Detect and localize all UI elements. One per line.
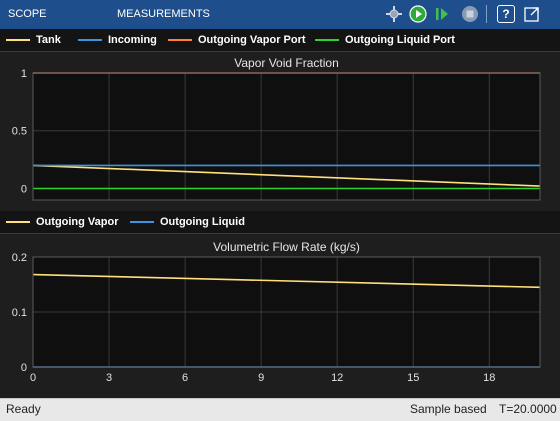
- plot-title-volumetric-flow-rate: Volumetric Flow Rate (kg/s): [213, 240, 360, 254]
- help-icon: ?: [497, 5, 515, 23]
- tab-scope[interactable]: SCOPE: [8, 8, 47, 20]
- x-tick-label: 6: [182, 372, 188, 384]
- x-tick-label: 12: [331, 372, 343, 384]
- toolbar-separator: [486, 5, 487, 23]
- toolstrip: SCOPE MEASUREMENTS ?: [0, 0, 560, 29]
- series-line-outgoing-vapor: [32, 273, 541, 289]
- legend-item-outgoing-liquid-port[interactable]: Outgoing Liquid Port: [315, 29, 455, 51]
- y-tick-label: 0.1: [12, 307, 27, 319]
- plot-border: [32, 72, 541, 201]
- legend-label: Outgoing Liquid: [160, 216, 245, 228]
- legend-label: Outgoing Vapor: [36, 216, 119, 228]
- legend-line: [130, 221, 154, 223]
- legend-label: Incoming: [108, 34, 157, 46]
- legend-label: Tank: [36, 34, 61, 46]
- status-time: T=20.0000: [499, 402, 557, 416]
- legend-item-outgoing-vapor-port[interactable]: Outgoing Vapor Port: [168, 29, 306, 51]
- x-tick-label: 3: [106, 372, 112, 384]
- undock-icon[interactable]: [522, 4, 542, 24]
- y-tick-label: 0: [21, 183, 27, 195]
- run-icon[interactable]: [408, 4, 428, 24]
- x-tick-label: 18: [483, 372, 495, 384]
- legend-line: [78, 39, 102, 41]
- y-tick-label: 1: [21, 68, 27, 80]
- legend-item-outgoing-liquid[interactable]: Outgoing Liquid: [130, 211, 245, 233]
- help-button[interactable]: ?: [496, 4, 516, 24]
- x-tick-label: 0: [30, 372, 36, 384]
- legend-bottom: Outgoing Vapor Outgoing Liquid: [0, 211, 560, 234]
- step-forward-icon[interactable]: [432, 4, 452, 24]
- legend-item-tank[interactable]: Tank: [6, 29, 61, 51]
- x-tick-label: 9: [258, 372, 264, 384]
- status-ready: Ready: [6, 402, 41, 416]
- status-bar: Ready Sample based T=20.0000: [0, 398, 560, 421]
- series-line-tank: [32, 164, 541, 187]
- legend-line: [6, 39, 30, 41]
- plot-border: [32, 256, 541, 368]
- y-tick-label: 0.5: [12, 126, 27, 138]
- legend-line: [6, 221, 30, 223]
- plot-title-vapor-void-fraction: Vapor Void Fraction: [234, 56, 339, 70]
- stop-icon[interactable]: [460, 4, 480, 24]
- legend-line: [168, 39, 192, 41]
- y-tick-label: 0.2: [12, 252, 27, 264]
- highlight-simulink-block-icon[interactable]: [384, 4, 404, 24]
- tab-measurements[interactable]: MEASUREMENTS: [117, 8, 210, 20]
- legend-item-outgoing-vapor[interactable]: Outgoing Vapor: [6, 211, 119, 233]
- x-tick-label: 15: [407, 372, 419, 384]
- legend-label: Outgoing Vapor Port: [198, 34, 306, 46]
- plot-area: [33, 73, 540, 200]
- legend-label: Outgoing Liquid Port: [345, 34, 455, 46]
- y-tick-label: 0: [21, 362, 27, 374]
- legend-line: [315, 39, 339, 41]
- legend-top: Tank Incoming Outgoing Vapor Port Outgoi…: [0, 29, 560, 52]
- legend-item-incoming[interactable]: Incoming: [78, 29, 157, 51]
- status-sample-mode: Sample based: [410, 402, 487, 416]
